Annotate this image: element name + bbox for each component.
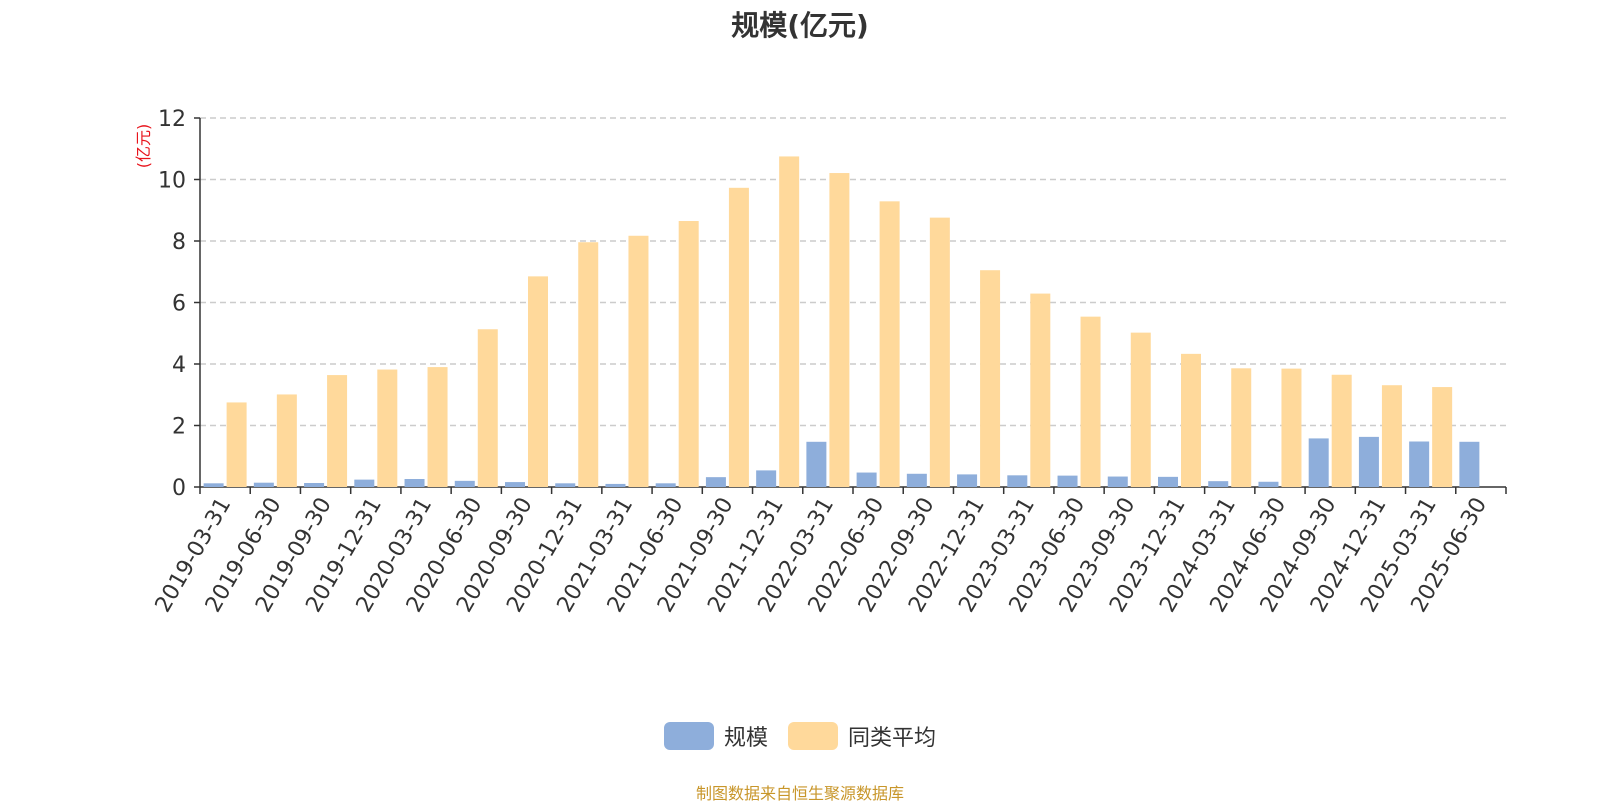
bar-scale	[705, 477, 726, 487]
y-tick-label: 4	[172, 353, 186, 378]
bar-scale	[454, 480, 475, 487]
bar-category-average	[728, 187, 749, 488]
bar-category-average	[1030, 293, 1051, 487]
bar-scale	[1057, 475, 1078, 487]
bar-scale	[655, 483, 676, 487]
bar-category-average	[226, 402, 247, 487]
legend-swatch-scale	[663, 722, 714, 750]
bar-category-average	[327, 375, 348, 487]
bar-category-average	[1080, 316, 1101, 487]
bar-category-average	[1281, 368, 1302, 487]
bar-category-average	[427, 367, 448, 487]
bar-category-average	[879, 201, 900, 487]
y-tick-label: 10	[158, 169, 186, 194]
bar-category-average	[276, 394, 297, 487]
bar-category-average	[578, 242, 599, 487]
bar-category-average	[829, 173, 850, 488]
legend-item-scale[interactable]: 规模	[663, 720, 768, 752]
bar-category-average	[528, 276, 548, 487]
y-tick-label: 2	[172, 415, 186, 440]
bar-category-average	[377, 369, 398, 487]
chart-title: 规模(亿元)	[731, 9, 869, 42]
bar-scale	[605, 483, 626, 487]
bar-scale	[1409, 441, 1430, 487]
bar-category-average	[628, 235, 649, 487]
bar-scale	[555, 483, 576, 487]
bar-scale	[203, 483, 224, 487]
bar-scale	[1258, 481, 1279, 487]
bar-category-average	[1381, 385, 1402, 487]
bar-scale	[505, 482, 525, 487]
legend-label-category-average: 同类平均	[848, 726, 937, 751]
bar-scale	[806, 441, 827, 487]
y-tick-label: 0	[172, 476, 186, 501]
bar-category-average	[1130, 332, 1151, 487]
bar-category-average	[1181, 353, 1201, 487]
bar-category-average	[929, 217, 950, 487]
legend: 规模 同类平均	[0, 720, 1600, 752]
bar-category-average	[1331, 374, 1352, 487]
bar-scale	[1107, 476, 1128, 487]
bar-scale	[756, 470, 777, 487]
bar-scale	[1007, 475, 1028, 487]
bar-category-average	[980, 270, 1001, 487]
source-note: 制图数据来自恒生聚源数据库	[695, 784, 904, 803]
bar-scale	[404, 479, 425, 487]
bar-scale	[957, 474, 978, 487]
y-tick-label: 12	[158, 107, 186, 132]
bar-scale	[304, 483, 325, 487]
bar-category-average	[477, 329, 498, 487]
bar-scale	[856, 472, 877, 487]
bar-scale	[1208, 481, 1229, 487]
bar-scale	[1358, 436, 1379, 487]
bar-scale	[906, 473, 927, 487]
y-tick-label: 8	[172, 230, 186, 255]
y-tick-label: 6	[172, 292, 186, 317]
bar-scale	[1158, 476, 1178, 487]
legend-item-category-average[interactable]: 同类平均	[788, 720, 936, 752]
bar-category-average	[1231, 368, 1252, 487]
legend-swatch-category-average	[788, 722, 838, 750]
bar-scale	[1308, 438, 1329, 487]
legend-label-scale: 规模	[723, 726, 768, 751]
bar-scale	[1459, 441, 1480, 487]
bar-category-average	[678, 221, 699, 487]
bar-category-average	[1432, 387, 1453, 487]
bar-scale	[354, 479, 375, 487]
bar-scale	[253, 482, 274, 487]
bar-category-average	[779, 156, 800, 487]
